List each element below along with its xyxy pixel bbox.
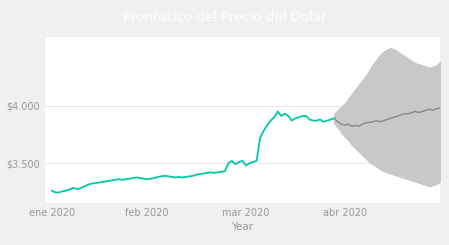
Text: Pronóstico del Precio del Dolar: Pronóstico del Precio del Dolar bbox=[123, 11, 326, 24]
X-axis label: Year: Year bbox=[232, 222, 253, 232]
